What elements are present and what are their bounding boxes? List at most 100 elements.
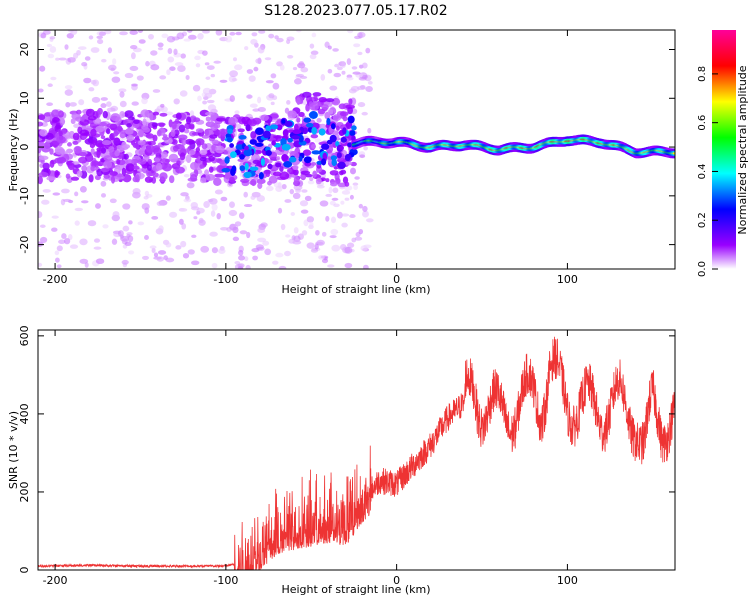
heatmap-blob [90, 128, 97, 137]
heatmap-blob [281, 119, 286, 124]
heatmap-speckle [329, 85, 338, 91]
heatmap-blob [213, 139, 219, 145]
heatmap-speckle [58, 57, 67, 61]
heatmap-blob [231, 165, 237, 173]
heatmap-speckle [352, 182, 359, 186]
heatmap-speckle [102, 30, 106, 31]
heatmap-blob [38, 155, 49, 161]
heatmap-speckle [176, 32, 185, 40]
heatmap-speckle [153, 252, 159, 258]
heatmap-blob [221, 168, 231, 173]
heatmap-blob [50, 140, 60, 147]
heatmap-speckle [216, 212, 221, 220]
heatmap-blob [342, 115, 348, 122]
heatmap-speckle [358, 76, 367, 81]
heatmap-blob [84, 153, 94, 162]
heatmap-blob [103, 160, 113, 169]
heatmap-speckle [211, 262, 218, 269]
heatmap-blob [116, 158, 121, 165]
heatmap-blob [311, 127, 318, 135]
heatmap-blob [168, 153, 179, 162]
heatmap-speckle [185, 75, 190, 80]
heatmap-speckle [272, 82, 280, 90]
heatmap-blob [208, 155, 215, 162]
heatmap-speckle [186, 182, 195, 189]
heatmap-blob [214, 173, 225, 178]
y-tick-label: 10 [18, 91, 31, 105]
heatmap-blob [126, 134, 135, 142]
heatmap-blob [347, 115, 355, 124]
heatmap-speckle [249, 103, 258, 108]
heatmap-speckle [122, 203, 131, 210]
heatmap-blob [115, 116, 122, 124]
heatmap-speckle [88, 87, 95, 92]
heatmap-blob [321, 104, 329, 111]
heatmap-speckle [344, 246, 353, 254]
heatmap-speckle [83, 77, 92, 84]
y-tick-label: 20 [18, 43, 31, 57]
heatmap-blob [229, 143, 235, 148]
heatmap-blob [271, 140, 276, 146]
heatmap-speckle [160, 106, 168, 113]
heatmap-blob [344, 181, 350, 187]
heatmap-blob [209, 116, 216, 122]
heatmap-speckle [315, 229, 320, 236]
heatmap-blob [312, 170, 317, 178]
heatmap-blob [306, 122, 314, 128]
heatmap-speckle [294, 78, 302, 85]
heatmap-blob [313, 95, 318, 100]
heatmap-blob [205, 173, 215, 181]
heatmap-speckle [119, 91, 125, 98]
heatmap-blob [133, 119, 140, 125]
heatmap-speckle [262, 240, 270, 246]
snr-frame [37, 329, 676, 571]
heatmap-speckle [218, 248, 226, 254]
heatmap-speckle [106, 107, 116, 112]
heatmap-blob [302, 91, 312, 98]
heatmap-blob [54, 146, 65, 155]
heatmap-speckle [246, 69, 254, 74]
heatmap-speckle [238, 255, 245, 261]
heatmap-speckle [49, 36, 56, 40]
heatmap-speckle [40, 32, 47, 39]
heatmap-speckle [200, 245, 210, 253]
heatmap-speckle [93, 238, 101, 243]
heatmap-speckle [157, 250, 167, 255]
heatmap-speckle [344, 197, 350, 201]
heatmap-speckle [179, 90, 188, 97]
heatmap-blob [204, 129, 210, 136]
heatmap-speckle [128, 220, 133, 225]
heatmap-speckle [38, 211, 43, 219]
heatmap-blob [322, 152, 328, 161]
heatmap-speckle [203, 201, 210, 208]
heatmap-speckle [182, 252, 190, 259]
heatmap-blob [80, 116, 85, 122]
heatmap-speckle [359, 154, 366, 159]
heatmap-speckle [268, 93, 275, 99]
heatmap-speckle [107, 47, 113, 54]
heatmap-blob [327, 109, 334, 115]
heatmap-speckle [255, 244, 264, 250]
heatmap-speckle [365, 47, 371, 54]
heatmap-speckle [341, 213, 350, 217]
heatmap-speckle [167, 56, 175, 63]
heatmap-blob [321, 158, 327, 166]
heatmap-blob [351, 125, 357, 131]
heatmap-speckle [244, 256, 249, 262]
heatmap-speckle [91, 96, 101, 103]
heatmap-speckle [202, 87, 212, 95]
heatmap-speckle [362, 205, 368, 212]
heatmap-speckle [180, 240, 187, 248]
heatmap-speckle [365, 218, 374, 223]
heatmap-blob [257, 182, 263, 190]
heatmap-speckle [143, 195, 149, 200]
heatmap-speckle [202, 50, 208, 56]
heatmap-blob [216, 117, 226, 122]
heatmap-blob [178, 124, 186, 133]
heatmap-speckle [39, 65, 46, 72]
heatmap-blob [193, 117, 201, 123]
heatmap-speckle [224, 35, 233, 43]
heatmap-speckle [341, 61, 346, 68]
y-tick-label: -10 [18, 187, 31, 205]
